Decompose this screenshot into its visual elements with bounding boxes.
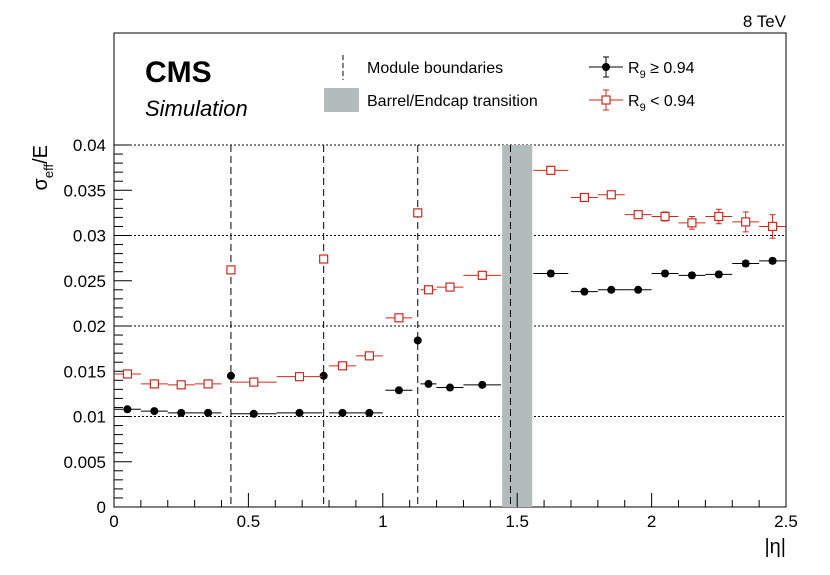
data-point bbox=[741, 259, 750, 268]
data-point bbox=[580, 287, 589, 296]
data-point bbox=[768, 256, 777, 265]
y-tick-label: 0.02 bbox=[73, 317, 106, 336]
data-point bbox=[123, 405, 132, 414]
data-point bbox=[226, 265, 236, 275]
legend-series-high-label: R9 ≥ 0.94 bbox=[628, 60, 695, 81]
data-point bbox=[226, 371, 235, 380]
x-tick-label: 1.5 bbox=[505, 512, 529, 531]
data-point bbox=[714, 211, 724, 222]
data-point bbox=[394, 313, 404, 323]
x-tick-label: 2 bbox=[647, 512, 656, 531]
data-point bbox=[413, 208, 423, 218]
data-point bbox=[687, 218, 697, 228]
data-point bbox=[365, 408, 374, 417]
plot-frame-group bbox=[113, 32, 787, 508]
y-tick-label: 0.035 bbox=[63, 181, 106, 200]
transition-band bbox=[502, 145, 533, 507]
y-tick-label: 0.04 bbox=[73, 136, 106, 155]
y-tick-label: 0.01 bbox=[73, 408, 106, 427]
data-point bbox=[607, 285, 616, 294]
data-point bbox=[249, 377, 259, 387]
y-tick-label: 0.03 bbox=[73, 227, 106, 246]
data-point bbox=[714, 270, 723, 279]
data-point bbox=[446, 383, 454, 392]
data-point bbox=[606, 190, 616, 200]
data-point bbox=[477, 270, 487, 280]
axes-layer: 0 0.5 1 1.5 2 2.5 0 0.005 0.01 0.015 0.02 0.025 0.03… bbox=[63, 136, 797, 531]
x-tick-label: 1 bbox=[378, 512, 387, 531]
x-axis-title: |η| bbox=[764, 536, 786, 558]
data-point bbox=[337, 361, 348, 371]
data-point bbox=[633, 210, 643, 220]
data-point bbox=[660, 211, 670, 222]
data-point bbox=[602, 63, 610, 71]
grid-layer bbox=[114, 144, 786, 417]
data-point bbox=[424, 379, 433, 388]
data-point bbox=[295, 408, 304, 417]
data-point bbox=[177, 408, 186, 417]
data-point bbox=[634, 285, 643, 294]
data-point bbox=[601, 95, 611, 105]
data-point bbox=[319, 254, 329, 264]
series-r9-low bbox=[114, 165, 786, 390]
data-point bbox=[661, 269, 670, 278]
y-tick-label: 0.025 bbox=[63, 272, 106, 291]
data-point bbox=[394, 386, 403, 395]
data-point bbox=[364, 351, 374, 361]
x-tick-label: 2.5 bbox=[774, 512, 798, 531]
data-point bbox=[203, 379, 213, 389]
legend: Module boundaries Barrel/Endcap transiti… bbox=[324, 55, 695, 114]
data-point bbox=[150, 407, 159, 416]
y-tick-label: 0 bbox=[97, 498, 106, 517]
data-point bbox=[319, 371, 328, 380]
data-point bbox=[249, 409, 258, 418]
experiment-label: CMS bbox=[145, 56, 212, 89]
energy-label: 8 TeV bbox=[743, 12, 787, 31]
data-point bbox=[579, 192, 590, 203]
series-layer bbox=[114, 165, 786, 418]
experiment-sub-label: Simulation bbox=[145, 96, 248, 121]
legend-marker-r9-low bbox=[589, 89, 623, 111]
x-tick-label: 0.5 bbox=[237, 512, 261, 531]
legend-boundaries-label: Module boundaries bbox=[367, 60, 503, 77]
data-point bbox=[122, 369, 133, 379]
data-point bbox=[294, 372, 305, 382]
data-point bbox=[176, 380, 186, 390]
data-point bbox=[413, 336, 422, 345]
legend-transition-label: Barrel/Endcap transition bbox=[367, 93, 538, 110]
plot-frame bbox=[113, 32, 787, 508]
data-point bbox=[149, 379, 159, 389]
data-point bbox=[546, 269, 555, 278]
data-point bbox=[546, 165, 556, 175]
legend-marker-r9-high bbox=[589, 56, 623, 78]
data-point bbox=[423, 285, 434, 295]
data-point bbox=[741, 217, 751, 227]
legend-series-low-label: R9 < 0.94 bbox=[628, 93, 695, 114]
data-point bbox=[204, 408, 213, 417]
data-point bbox=[445, 282, 455, 292]
legend-transition-swatch bbox=[324, 88, 359, 112]
y-tick-label: 0.005 bbox=[63, 453, 106, 472]
x-tick-label: 0 bbox=[109, 512, 118, 531]
transition-band-layer bbox=[502, 145, 533, 507]
module-boundaries-layer bbox=[230, 145, 511, 507]
data-point bbox=[687, 271, 696, 280]
data-point bbox=[767, 221, 778, 232]
data-point bbox=[478, 380, 487, 389]
y-tick-label: 0.015 bbox=[63, 362, 106, 381]
series-r9-high bbox=[114, 256, 786, 418]
y-axis-title: σeff/E bbox=[30, 145, 56, 190]
data-point bbox=[338, 408, 347, 417]
